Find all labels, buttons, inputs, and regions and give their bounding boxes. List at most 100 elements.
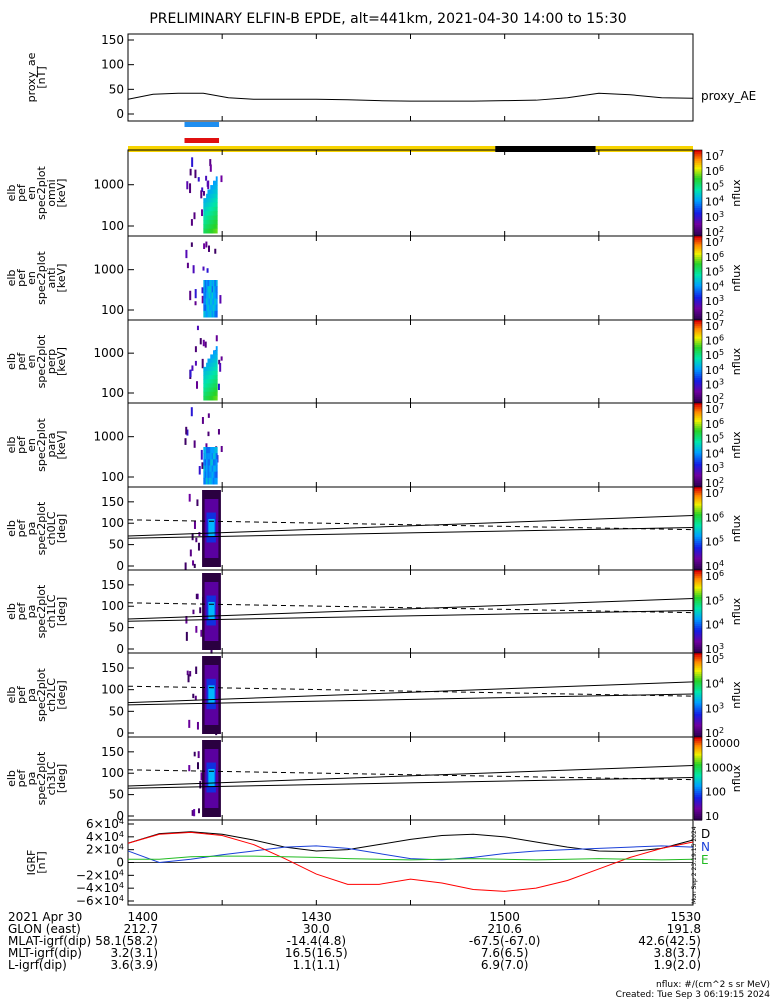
spectrogram-cell [211,379,214,384]
spectrogram-cell [207,202,210,208]
colorbar-cell [694,659,702,662]
colorbar-cell [694,173,702,177]
colorbar-cell [694,212,702,216]
spectrogram-cell [196,762,199,770]
colorbar-cell [694,203,702,207]
spectrogram-cell [214,286,217,293]
spectrogram-cell [204,292,207,299]
orbit-bar-segment [495,146,596,152]
colorbar-cell [694,311,702,315]
y-tick-label: 0 [116,726,124,740]
colorbar-cell [694,326,702,329]
colorbar-cell [694,236,702,239]
colorbar-cell [694,482,702,486]
spectrogram-cell [208,193,211,199]
y-tick-label: 100 [101,683,124,697]
spectrogram-cell [207,286,210,293]
colorbar-cell [694,703,702,707]
colorbar-cell [694,745,702,748]
footer-value: 212.7 [124,922,158,936]
spectrogram-cell [207,477,210,485]
spectrogram-cell [214,224,217,230]
colorbar-cell [694,265,702,269]
spectrogram-cell [201,462,204,469]
colorbar-cell [694,346,702,350]
spectrogram-cell [210,459,213,466]
spectrogram-cell [189,290,192,301]
spectrogram-cell [211,286,214,293]
spectrogram-cell [203,206,206,212]
anti-loss-cone-line [127,598,694,620]
colorbar-cell [694,158,702,162]
spectrogram-cell [215,375,218,380]
colorbar-cell [694,233,702,237]
y-axis-label: para [45,433,58,458]
colorbar-cell [694,445,702,448]
spectrogram-cell [214,185,217,190]
spectrogram-cell [211,304,214,312]
spectrogram-cell [206,292,208,299]
y-axis-label: elb [5,353,18,370]
colorbar-cell [694,210,702,213]
spectrogram-cell [215,215,218,221]
spectrogram-cell [210,366,213,372]
colorbar-cell [694,487,702,490]
spectrogram-cell [208,206,211,212]
spectrogram-cell [213,391,215,397]
spectrogram-cell [213,189,215,195]
colorbar-cell [694,177,702,181]
colorbar-cell [694,421,702,425]
spectrogram-cell [201,358,204,369]
spectrogram-cell [208,219,211,225]
colorbar-cell [694,169,702,173]
colorbar-cell [694,288,702,292]
spectrogram-cell [210,211,213,217]
spectrogram-cell [207,471,210,479]
colorbar-tick-label: 102 [705,392,724,406]
spectrogram-cell [204,280,207,287]
loss-cone-dashed-line [127,519,694,531]
colorbar-cell [694,491,702,494]
colorbar-cell [694,557,702,561]
colorbar-cell [694,596,702,600]
spectrogram-cell [206,268,209,273]
spectrogram-cell [211,215,214,221]
y-axis-label: proxy_ae [25,52,38,102]
spectrogram-cell [207,280,210,287]
spectrogram-cell [215,219,218,225]
spectrogram-cell [193,212,196,220]
colorbar-cell [694,171,702,175]
spectrogram-cell [213,387,215,393]
colorbar-cell [694,284,702,287]
y-tick-label: 50 [109,538,124,552]
colorbar-cell [694,578,702,581]
colorbar-cell [694,271,702,275]
colorbar-cell [694,811,702,815]
spectrogram-cell [213,202,215,208]
colorbar-cell [694,413,702,417]
spectrogram-cell [196,325,199,331]
colorbar-tick-label: 105 [705,265,724,279]
spectrogram-cell [204,211,207,217]
spectrogram-cell [211,453,214,460]
colorbar-cell [694,417,702,421]
spectrogram-cell [220,175,223,183]
colorbar-cell [694,154,702,158]
colorbar-cell [694,355,702,358]
spectrogram-cell [203,453,206,460]
colorbar-cell [694,761,702,765]
spectrogram-cell [214,477,217,485]
spectrogram-cell [214,354,217,360]
colorbar-cell [694,432,702,436]
spectrogram-cell [208,280,211,287]
spectrogram-cell [215,228,218,234]
legend-label: E [701,853,709,867]
colorbar-cell [694,180,702,183]
colorbar-tick-label: 103 [705,701,724,715]
colorbar-cell [694,459,702,463]
spectrogram-cell [211,310,214,318]
y-tick-label: 100 [101,386,124,400]
spectrogram-cell [204,459,207,466]
y-tick-label: 4×104 [86,830,124,844]
spectrogram-cell [201,287,204,294]
